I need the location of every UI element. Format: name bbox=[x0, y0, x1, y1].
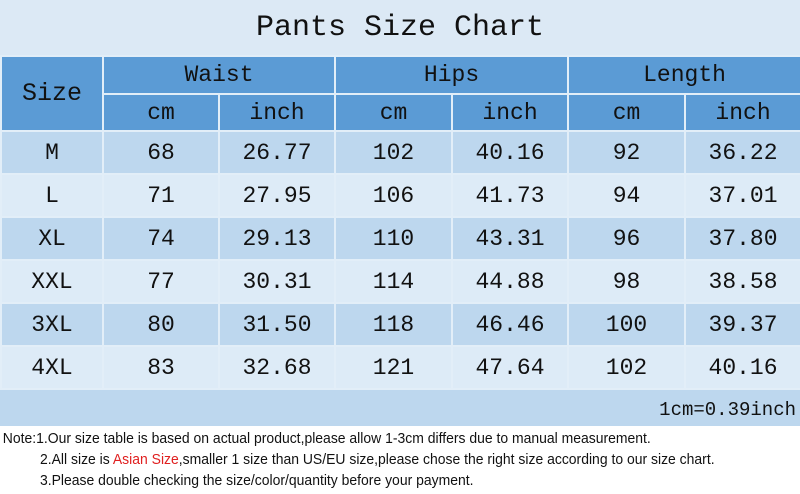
value-cell: 74 bbox=[102, 216, 220, 261]
table-row: 4XL 83 32.68 121 47.64 102 40.16 bbox=[0, 345, 800, 390]
value-cell: 40.16 bbox=[684, 345, 800, 390]
note-2-text: ,smaller 1 size than US/EU size,please c… bbox=[178, 451, 715, 468]
value-cell: 68 bbox=[102, 130, 220, 175]
size-cell: L bbox=[0, 173, 104, 218]
value-cell: 37.01 bbox=[684, 173, 800, 218]
value-cell: 40.16 bbox=[451, 130, 570, 175]
value-cell: 37.80 bbox=[684, 216, 800, 261]
value-cell: 102 bbox=[334, 130, 454, 175]
value-cell: 29.13 bbox=[217, 216, 337, 261]
table-row: XL 74 29.13 110 43.31 96 37.80 bbox=[0, 216, 800, 261]
table-row: 3XL 80 31.50 118 46.46 100 39.37 bbox=[0, 302, 800, 347]
table-row: L 71 27.95 106 41.73 94 37.01 bbox=[0, 173, 800, 218]
note-3: 3.Please double checking the size/color/… bbox=[39, 472, 474, 489]
value-cell: 44.88 bbox=[451, 259, 570, 304]
hips-header: Hips bbox=[334, 55, 570, 95]
notes: Note:1.Our size table is based on actual… bbox=[0, 426, 744, 491]
size-cell: 4XL bbox=[0, 345, 104, 390]
value-cell: 83 bbox=[102, 345, 220, 390]
value-cell: 96 bbox=[567, 216, 687, 261]
value-cell: 98 bbox=[567, 259, 687, 304]
table-row: XXL 77 30.31 114 44.88 98 38.58 bbox=[0, 259, 800, 304]
note-2-text: 2.All size is bbox=[39, 451, 113, 468]
unit-header: inch bbox=[217, 93, 337, 132]
table-row: M 68 26.77 102 40.16 92 36.22 bbox=[0, 130, 800, 175]
value-cell: 121 bbox=[334, 345, 454, 390]
value-cell: 32.68 bbox=[217, 345, 337, 390]
value-cell: 114 bbox=[334, 259, 454, 304]
size-cell: XXL bbox=[0, 259, 104, 304]
value-cell: 100 bbox=[567, 302, 687, 347]
size-table: Size Waist Hips Length cm inch cm inch c… bbox=[0, 55, 800, 390]
size-cell: XL bbox=[0, 216, 104, 261]
value-cell: 71 bbox=[102, 173, 220, 218]
value-cell: 77 bbox=[102, 259, 220, 304]
waist-header: Waist bbox=[101, 55, 337, 95]
chart-title: Pants Size Chart bbox=[0, 0, 800, 55]
value-cell: 36.22 bbox=[684, 130, 800, 175]
value-cell: 31.50 bbox=[217, 302, 337, 347]
size-header: Size bbox=[0, 55, 104, 132]
value-cell: 106 bbox=[334, 173, 454, 218]
value-cell: 43.31 bbox=[451, 216, 570, 261]
value-cell: 46.46 bbox=[451, 302, 570, 347]
value-cell: 26.77 bbox=[217, 130, 337, 175]
value-cell: 102 bbox=[567, 345, 687, 390]
value-cell: 30.31 bbox=[217, 259, 337, 304]
value-cell: 38.58 bbox=[684, 259, 800, 304]
size-cell: M bbox=[0, 130, 104, 175]
asian-size-highlight: Asian Size bbox=[112, 451, 179, 468]
value-cell: 94 bbox=[567, 173, 687, 218]
size-cell: 3XL bbox=[0, 302, 104, 347]
value-cell: 47.64 bbox=[451, 345, 570, 390]
note-2: 2.All size is Asian Size,smaller 1 size … bbox=[3, 449, 744, 470]
value-cell: 41.73 bbox=[451, 173, 570, 218]
unit-header: cm bbox=[567, 93, 687, 132]
value-cell: 110 bbox=[334, 216, 454, 261]
unit-header: cm bbox=[102, 93, 220, 132]
conversion-note: 1cm=0.39inch bbox=[0, 390, 800, 426]
value-cell: 39.37 bbox=[684, 302, 800, 347]
unit-header: inch bbox=[451, 93, 570, 132]
value-cell: 27.95 bbox=[217, 173, 337, 218]
value-cell: 118 bbox=[334, 302, 454, 347]
value-cell: 80 bbox=[102, 302, 220, 347]
length-header: Length bbox=[567, 55, 800, 95]
value-cell: 92 bbox=[567, 130, 687, 175]
unit-header: inch bbox=[684, 93, 800, 132]
note-1: Note:1.Our size table is based on actual… bbox=[2, 430, 651, 447]
unit-header: cm bbox=[334, 93, 454, 132]
